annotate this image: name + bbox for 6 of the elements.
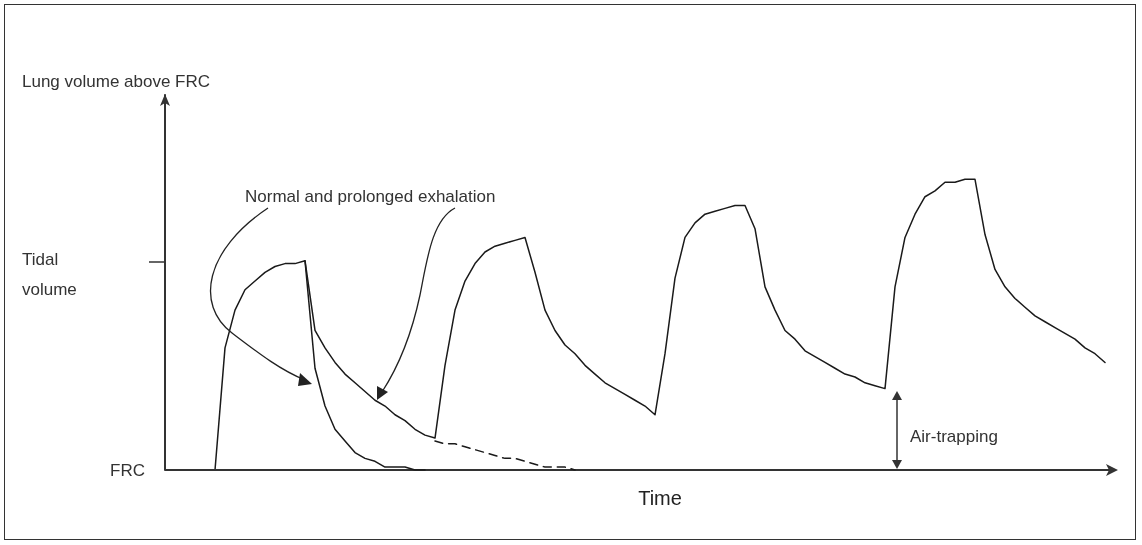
text: Lung volume above FRC <box>22 71 211 91</box>
text: FRC <box>110 460 145 480</box>
annotation: Normal and prolonged exhalation <box>245 186 496 206</box>
x-axis-title: Time <box>638 487 682 509</box>
text: Tidal volume <box>22 249 77 299</box>
annotation: Air-trapping <box>910 426 998 446</box>
